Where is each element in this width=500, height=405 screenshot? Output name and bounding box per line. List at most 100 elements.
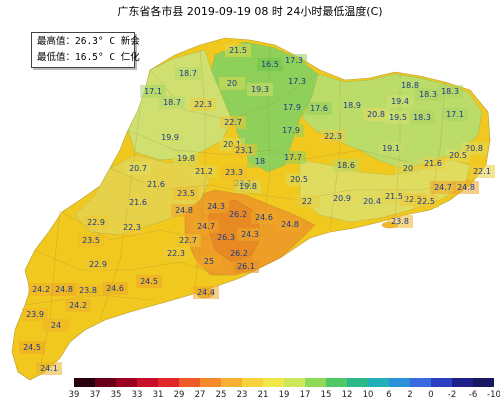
station-marker: 21.6 bbox=[420, 157, 446, 170]
station-cell bbox=[257, 58, 283, 71]
legend-swatch bbox=[116, 378, 137, 387]
station-cell bbox=[85, 258, 111, 271]
legend-tick-label: 2 bbox=[407, 390, 413, 400]
station-value: 17.1 bbox=[144, 87, 162, 96]
station-marker: 24.3 bbox=[203, 200, 229, 213]
station-cell bbox=[413, 195, 439, 208]
station-marker: 21.5 bbox=[225, 44, 251, 57]
station-marker: 26.2 bbox=[226, 247, 252, 260]
station-marker: 22.7 bbox=[175, 234, 201, 247]
station-value: 26.1 bbox=[237, 262, 255, 271]
legend-tick-label: 31 bbox=[152, 390, 164, 400]
station-marker: 22 bbox=[294, 195, 320, 208]
station-cell bbox=[415, 88, 441, 101]
station-marker: 23.3 bbox=[221, 166, 247, 179]
station-value: 20 bbox=[403, 164, 413, 173]
station-value: 23.9 bbox=[26, 310, 44, 319]
station-value: 22 bbox=[302, 197, 312, 206]
station-marker: 18.3 bbox=[415, 88, 441, 101]
station-cell bbox=[363, 108, 389, 121]
station-value: 25 bbox=[204, 257, 214, 266]
station-cell bbox=[387, 95, 413, 108]
station-cell bbox=[469, 165, 495, 178]
station-value: 26.3 bbox=[217, 233, 235, 242]
station-marker: 24.4 bbox=[193, 286, 219, 299]
station-marker: 19.9 bbox=[157, 131, 183, 144]
station-cell bbox=[226, 247, 252, 260]
station-marker: 24.8 bbox=[277, 218, 303, 231]
station-value: 22.9 bbox=[87, 218, 105, 227]
station-value: 24.2 bbox=[32, 285, 50, 294]
station-value: 24.7 bbox=[197, 222, 215, 231]
station-marker: 21.5 bbox=[381, 190, 407, 203]
legend-swatch bbox=[452, 378, 473, 387]
station-value: 20.8 bbox=[367, 110, 385, 119]
station-value: 24.8 bbox=[55, 285, 73, 294]
legend-tick-label: 12 bbox=[341, 390, 353, 400]
station-cell bbox=[173, 152, 199, 165]
station-value: 23.8 bbox=[79, 286, 97, 295]
station-marker: 16.5 bbox=[257, 58, 283, 71]
station-cell bbox=[190, 98, 216, 111]
station-cell bbox=[143, 178, 169, 191]
legend-tick-label: 15 bbox=[320, 390, 332, 400]
station-cell bbox=[279, 101, 305, 114]
legend-swatch bbox=[347, 378, 368, 387]
station-value: 17.7 bbox=[284, 153, 302, 162]
station-cell bbox=[221, 166, 247, 179]
station-value: 19.1 bbox=[382, 144, 400, 153]
station-cell bbox=[306, 102, 332, 115]
station-cell bbox=[225, 44, 251, 57]
station-value: 20.9 bbox=[333, 194, 351, 203]
station-cell bbox=[83, 216, 109, 229]
legend-swatch bbox=[368, 378, 389, 387]
station-marker: 18.3 bbox=[437, 85, 463, 98]
station-value: 19.4 bbox=[391, 97, 409, 106]
station-cell bbox=[437, 85, 463, 98]
station-marker: 17.1 bbox=[442, 108, 468, 121]
station-marker: 23.8 bbox=[75, 284, 101, 297]
station-value: 23.5 bbox=[177, 189, 195, 198]
station-cell bbox=[75, 284, 101, 297]
station-cell bbox=[220, 116, 246, 129]
station-marker: 19.8 bbox=[173, 152, 199, 165]
station-marker: 18.9 bbox=[339, 99, 365, 112]
legend-tick-label: -2 bbox=[447, 390, 457, 400]
station-marker: 18.6 bbox=[333, 159, 359, 172]
station-marker: 22.3 bbox=[119, 221, 145, 234]
station-value: 24.4 bbox=[197, 288, 215, 297]
station-marker: 20.9 bbox=[329, 192, 355, 205]
station-cell bbox=[231, 144, 257, 157]
legend-swatch bbox=[473, 378, 494, 387]
station-cell bbox=[78, 234, 104, 247]
station-marker: 24.8 bbox=[171, 204, 197, 217]
station-marker: 22.1 bbox=[469, 165, 495, 178]
station-cell bbox=[163, 247, 189, 260]
legend-tick-label: 19 bbox=[278, 390, 290, 400]
station-marker: 23.5 bbox=[173, 187, 199, 200]
station-value: 24.3 bbox=[207, 202, 225, 211]
station-cell bbox=[442, 108, 468, 121]
station-cell bbox=[159, 96, 185, 109]
station-marker: 17.6 bbox=[306, 102, 332, 115]
legend-tick-label: 27 bbox=[194, 390, 206, 400]
station-marker: 20.8 bbox=[363, 108, 389, 121]
station-value: 20.4 bbox=[363, 197, 381, 206]
station-value: 22.7 bbox=[224, 118, 242, 127]
station-cell bbox=[28, 283, 54, 296]
station-cell bbox=[203, 200, 229, 213]
station-marker: 24.2 bbox=[28, 283, 54, 296]
station-value: 18.3 bbox=[419, 90, 437, 99]
station-marker: 23.1 bbox=[231, 144, 257, 157]
station-value: 20.5 bbox=[290, 175, 308, 184]
station-value: 22.9 bbox=[89, 260, 107, 269]
station-value: 22.3 bbox=[167, 249, 185, 258]
station-marker: 17.1 bbox=[140, 85, 166, 98]
station-cell bbox=[19, 341, 45, 354]
station-marker: 21.6 bbox=[125, 196, 151, 209]
station-marker: 24.8 bbox=[51, 283, 77, 296]
station-marker: 24 bbox=[43, 319, 69, 332]
station-value: 24.8 bbox=[175, 206, 193, 215]
station-value: 17.3 bbox=[285, 56, 303, 65]
